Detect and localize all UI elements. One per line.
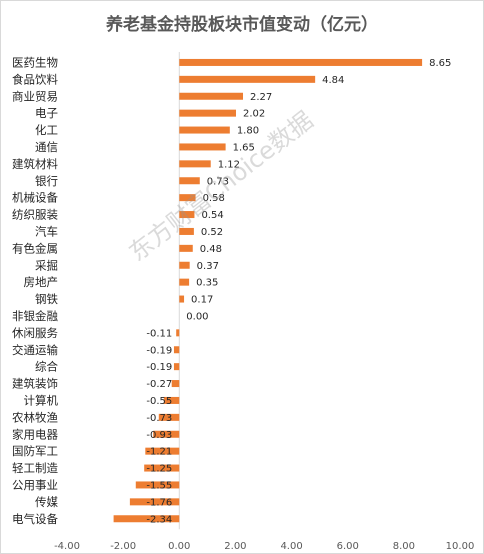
value-label: -1.25: [146, 464, 172, 475]
category-label: 休闲服务: [12, 326, 58, 340]
value-label: 2.02: [243, 109, 265, 120]
bar: [113, 515, 180, 523]
category-label: 国防军工: [12, 444, 58, 458]
value-label: -0.11: [146, 328, 172, 339]
category-label: 电子: [35, 106, 58, 120]
category-label: 家用电器: [12, 427, 58, 441]
value-label: -0.93: [146, 430, 172, 441]
category-label: 钢铁: [35, 292, 58, 306]
x-tick-label: 2.00: [224, 541, 246, 552]
bar: [163, 396, 180, 404]
bar: [179, 160, 211, 168]
category-label: 通信: [35, 140, 58, 154]
value-label: -1.76: [146, 497, 172, 508]
value-label: -0.19: [146, 362, 172, 373]
bar: [179, 109, 236, 117]
bar: [135, 481, 180, 489]
bar: [179, 58, 423, 66]
x-tick-label: 0.00: [168, 541, 190, 552]
value-label: 0.35: [196, 278, 218, 289]
category-label: 公用事业: [12, 478, 58, 492]
bar: [173, 363, 180, 371]
value-label: 0.48: [200, 244, 222, 255]
category-label: 轻工制造: [12, 461, 58, 475]
bar: [179, 194, 196, 202]
category-label: 有色金属: [12, 241, 58, 255]
value-label: -1.21: [146, 447, 172, 458]
value-label: 8.65: [429, 58, 451, 69]
category-label: 银行: [35, 174, 58, 188]
bar: [179, 244, 193, 252]
value-label: -0.19: [146, 345, 172, 356]
category-label: 化工: [35, 123, 58, 137]
value-label: 2.27: [250, 92, 272, 103]
value-label: -1.55: [146, 480, 172, 491]
value-label: -0.55: [146, 396, 172, 407]
bar: [144, 464, 180, 472]
value-label: 0.00: [186, 311, 208, 322]
category-label: 纺织服装: [12, 208, 58, 222]
category-label: 交通运输: [12, 343, 58, 357]
x-tick-label: -2.00: [110, 541, 136, 552]
bar: [129, 498, 180, 506]
category-label: 电气设备: [12, 512, 58, 526]
bar: [173, 346, 180, 354]
value-label: 0.17: [191, 295, 213, 306]
bar: [179, 75, 316, 83]
x-tick-label: -4.00: [54, 541, 80, 552]
value-label: -0.73: [146, 413, 172, 424]
bar: [179, 261, 190, 269]
category-label: 非银金融: [12, 309, 58, 323]
bar: [179, 177, 200, 185]
category-label: 传媒: [35, 495, 58, 509]
category-label: 计算机: [24, 393, 59, 407]
value-label: 0.58: [203, 193, 225, 204]
value-label: 0.52: [201, 227, 223, 238]
bar: [179, 278, 190, 286]
category-label: 农林牧渔: [12, 410, 58, 424]
category-label: 采掘: [35, 258, 58, 272]
value-label: 1.80: [237, 126, 259, 137]
category-label: 机械设备: [12, 191, 58, 205]
bar: [153, 430, 180, 438]
chart-title: 养老基金持股板块市值变动（亿元）: [106, 15, 378, 35]
value-label: -2.34: [146, 514, 172, 525]
bar: [179, 227, 194, 235]
category-label: 综合: [35, 360, 58, 374]
value-label: 0.37: [197, 261, 219, 272]
bar: [179, 143, 226, 151]
category-label: 建筑材料: [12, 157, 58, 171]
value-label: -0.27: [146, 379, 172, 390]
bar: [145, 447, 180, 455]
bar: [171, 380, 180, 388]
bar: [179, 92, 244, 100]
x-tick-label: 6.00: [337, 541, 359, 552]
value-label: 0.73: [207, 176, 229, 187]
category-label: 食品饮料: [12, 72, 58, 86]
x-tick-label: 4.00: [280, 541, 302, 552]
bar: [179, 126, 230, 134]
value-label: 0.54: [201, 210, 223, 221]
bar: [176, 329, 180, 337]
category-label: 房地产: [24, 275, 59, 289]
bar: [158, 413, 180, 421]
value-label: 4.84: [322, 75, 344, 86]
bar: [179, 211, 195, 219]
x-tick-label: 8.00: [393, 541, 415, 552]
bar: [179, 295, 185, 303]
value-label: 1.12: [218, 159, 240, 170]
category-label: 商业贸易: [12, 89, 58, 103]
x-tick-label: 10.00: [446, 541, 475, 552]
value-label: 1.65: [233, 142, 255, 153]
category-label: 医药生物: [12, 55, 58, 69]
category-label: 汽车: [35, 224, 58, 238]
category-label: 建筑装饰: [12, 377, 58, 391]
